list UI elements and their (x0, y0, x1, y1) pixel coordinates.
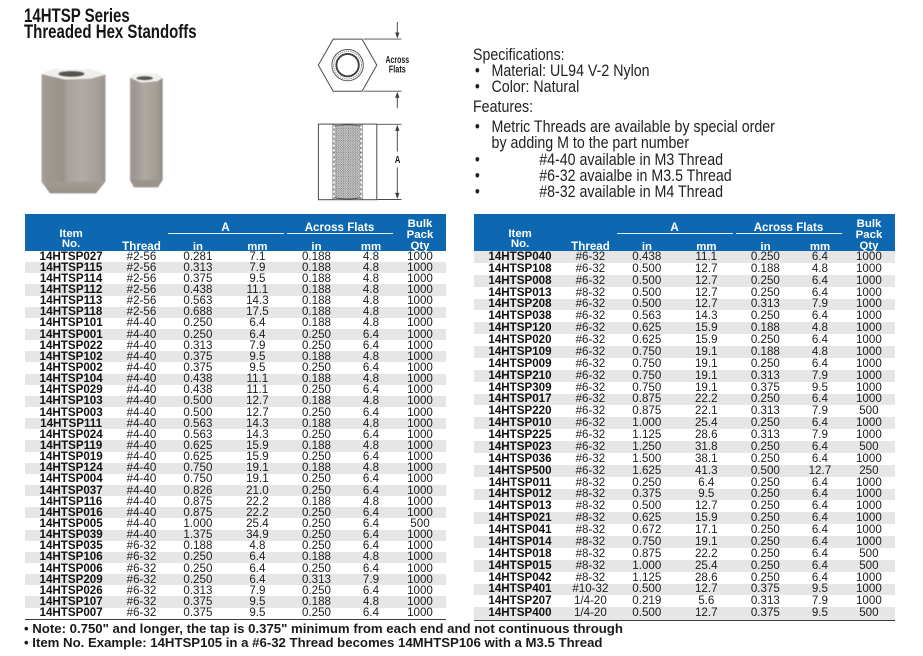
svg-text:Across: Across (386, 55, 410, 66)
svg-text:Flats: Flats (389, 65, 406, 76)
svg-text:A: A (395, 155, 401, 166)
